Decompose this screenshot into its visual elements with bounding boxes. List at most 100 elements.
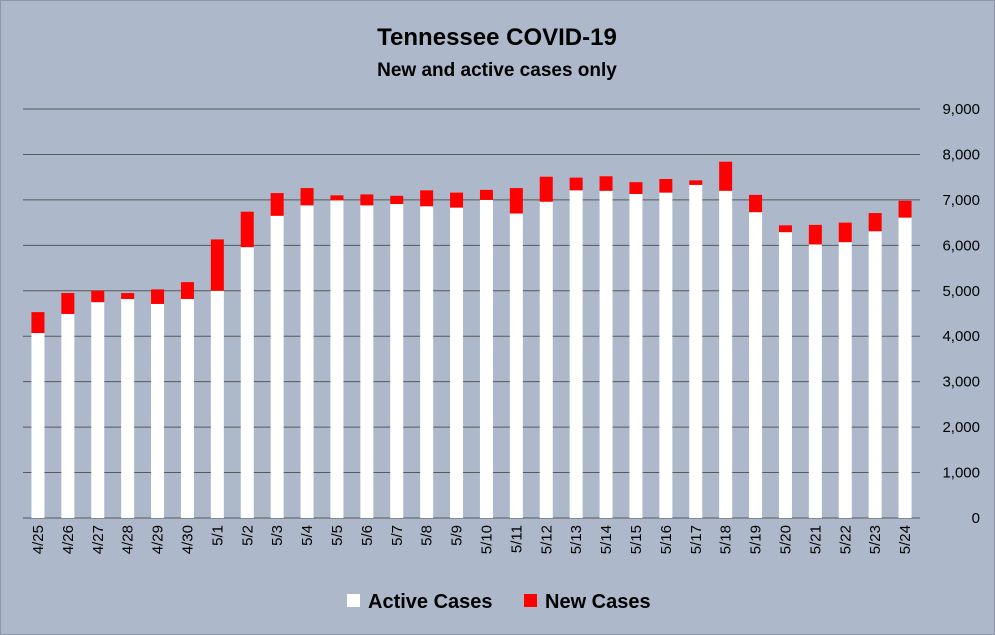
x-tick-label: 5/1 (209, 525, 226, 546)
x-tick-label: 4/30 (179, 525, 196, 554)
legend-swatch-active-cases (347, 594, 360, 607)
bar-new-cases (479, 189, 493, 200)
x-tick-label: 5/7 (389, 525, 406, 546)
x-tick-label: 4/25 (30, 525, 47, 554)
bar-new-cases (390, 195, 404, 204)
bar-new-cases (300, 188, 314, 206)
bar-new-cases (838, 222, 852, 243)
y-tick-label: 4,000 (942, 328, 980, 345)
y-tick-label: 0 (972, 510, 980, 527)
x-tick-label: 4/29 (150, 525, 167, 554)
bar-active-cases (270, 215, 284, 519)
x-tick-label: 5/2 (239, 525, 256, 546)
bar-new-cases (91, 290, 105, 303)
bar-new-cases (270, 193, 284, 216)
bar-new-cases (898, 200, 912, 218)
bar-active-cases (749, 212, 763, 519)
bar-new-cases (808, 224, 822, 245)
x-tick-label: 5/10 (478, 525, 495, 554)
bar-active-cases (659, 192, 673, 518)
y-tick-label: 1,000 (942, 465, 980, 482)
x-tick-label: 5/20 (777, 525, 794, 554)
x-tick-label: 5/12 (538, 525, 555, 554)
bar-new-cases (599, 176, 613, 191)
x-tick-label: 5/21 (807, 525, 824, 554)
bar-active-cases (180, 298, 194, 518)
legend-label-active-cases: Active Cases (368, 591, 493, 613)
bar-active-cases (300, 205, 314, 518)
bar-active-cases (479, 199, 493, 518)
x-tick-label: 5/9 (449, 525, 466, 546)
x-tick-label: 5/17 (688, 525, 705, 554)
legend-label-new-cases: New Cases (545, 591, 651, 613)
y-tick-label: 3,000 (942, 374, 980, 391)
bar-new-cases (210, 239, 224, 291)
x-tick-label: 5/13 (568, 525, 585, 554)
bar-new-cases (539, 176, 553, 202)
x-tick-label: 5/8 (419, 525, 436, 546)
x-tick-label: 5/19 (748, 525, 765, 554)
bar-new-cases (509, 188, 523, 214)
x-tick-label: 5/14 (598, 525, 615, 554)
bar-new-cases (360, 194, 374, 206)
bar-new-cases (749, 194, 763, 213)
x-tick-label: 5/6 (359, 525, 376, 546)
bar-active-cases (31, 333, 45, 518)
x-tick-label: 4/28 (120, 525, 137, 554)
legend-swatch-new-cases (524, 594, 537, 607)
x-axis-ticks: 4/25 4/26 4/27 4/28 4/29 4/30 5/1 5/2 5/3 5/4 5/5 5… (30, 525, 914, 554)
bar-new-cases (121, 293, 135, 299)
bar-new-cases (61, 293, 75, 314)
y-tick-label: 5,000 (942, 283, 980, 300)
bar-new-cases (569, 177, 583, 191)
bar-new-cases (629, 182, 643, 194)
bar-active-cases (450, 207, 464, 518)
bar-active-cases (539, 201, 553, 518)
y-axis-ticks: 0 1,000 2,000 3,000 4,000 5,000 6,000 7,000 8,00… (942, 101, 980, 527)
x-tick-label: 5/24 (897, 525, 914, 554)
bar-active-cases (390, 203, 404, 518)
chart-subtitle: New and active cases only (377, 60, 617, 81)
bar-active-cases (151, 303, 165, 518)
y-tick-label: 7,000 (942, 192, 980, 209)
bar-active-cases (91, 302, 105, 518)
bar-new-cases (450, 192, 464, 208)
bar-new-cases (689, 180, 703, 185)
x-tick-label: 5/16 (658, 525, 675, 554)
y-tick-label: 8,000 (942, 146, 980, 163)
bar-new-cases (868, 213, 882, 232)
bar-new-cases (240, 211, 254, 248)
y-tick-label: 9,000 (942, 101, 980, 118)
x-tick-label: 5/23 (867, 525, 884, 554)
x-tick-label: 5/22 (837, 525, 854, 554)
bar-new-cases (659, 178, 673, 193)
x-tick-label: 5/15 (628, 525, 645, 554)
bar-new-cases (180, 282, 194, 299)
bar-active-cases (210, 290, 224, 518)
bar-active-cases (719, 190, 733, 519)
bar-active-cases (629, 193, 643, 518)
x-tick-label: 4/26 (60, 525, 77, 554)
bar-active-cases (599, 190, 613, 519)
bar-active-cases (778, 232, 792, 518)
bar-new-cases (31, 312, 45, 334)
bar-active-cases (330, 200, 344, 519)
bar-new-cases (778, 225, 792, 233)
bar-active-cases (121, 298, 135, 518)
y-tick-label: 2,000 (942, 419, 980, 436)
bar-active-cases (689, 184, 703, 519)
bar-new-cases (330, 195, 344, 201)
bar-active-cases (808, 244, 822, 518)
x-tick-label: 5/5 (329, 525, 346, 546)
chart-title: Tennessee COVID-19 (377, 24, 617, 51)
legend: Active Cases New Cases (347, 591, 651, 613)
x-tick-label: 4/27 (90, 525, 107, 554)
x-tick-label: 5/18 (718, 525, 735, 554)
x-tick-label: 5/3 (269, 525, 286, 546)
bar-active-cases (240, 247, 254, 518)
bar-active-cases (61, 313, 75, 518)
y-tick-label: 6,000 (942, 237, 980, 254)
bar-new-cases (719, 161, 733, 191)
bar-new-cases (420, 190, 434, 207)
gridlines (23, 108, 920, 519)
